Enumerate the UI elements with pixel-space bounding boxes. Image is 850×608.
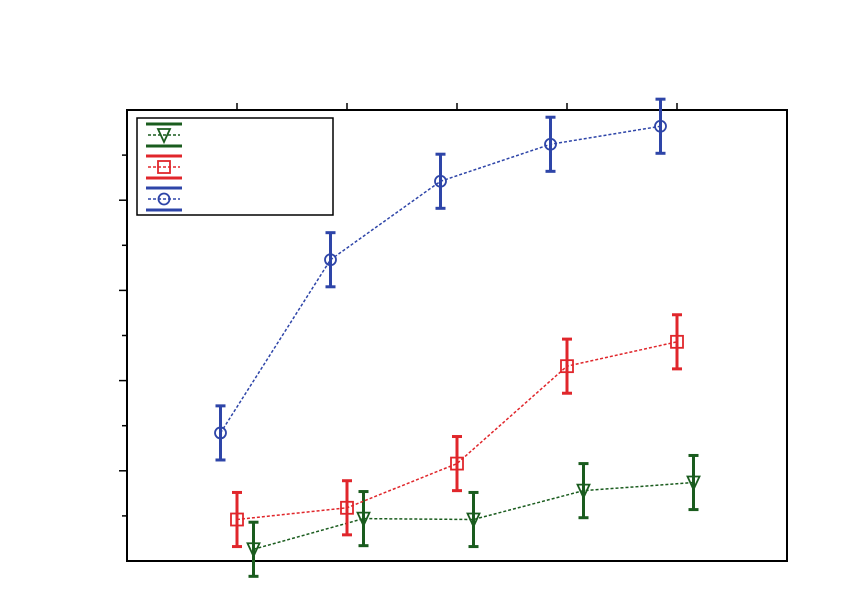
plot-area — [119, 97, 788, 578]
data-point — [670, 334, 684, 349]
legend — [136, 117, 334, 216]
legend-marker — [157, 192, 171, 206]
data-point — [214, 426, 227, 440]
legend-entry-red — [146, 154, 182, 180]
data-point — [466, 512, 481, 529]
data-point — [654, 119, 667, 133]
series-blue — [214, 97, 667, 462]
data-point — [576, 483, 591, 500]
data-point — [230, 512, 244, 527]
data-point — [450, 456, 464, 471]
series-green — [246, 453, 701, 578]
legend-entry-blue — [146, 186, 182, 212]
data-point — [434, 174, 447, 188]
data-point — [544, 137, 557, 151]
series-line-green — [253, 481, 694, 550]
legend-marker — [156, 128, 172, 145]
legend-entry-green — [146, 122, 182, 148]
legend-marker — [157, 160, 171, 174]
data-point — [340, 500, 354, 515]
data-point — [560, 359, 574, 374]
legend-box — [136, 117, 334, 216]
series-line-red — [236, 341, 678, 521]
data-point — [246, 542, 261, 559]
series-red — [230, 313, 684, 549]
data-point — [686, 475, 701, 492]
data-point — [324, 253, 337, 267]
data-point — [356, 511, 371, 528]
